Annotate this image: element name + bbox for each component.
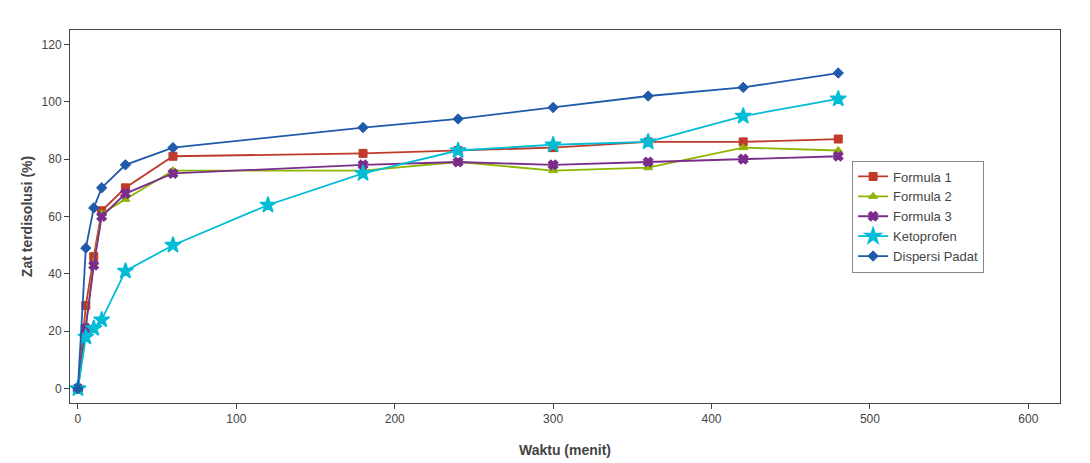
- svg-text:Formula 2: Formula 2: [893, 189, 952, 204]
- svg-text:500: 500: [860, 412, 880, 426]
- svg-text:600: 600: [1018, 412, 1038, 426]
- svg-text:100: 100: [226, 412, 246, 426]
- svg-text:120: 120: [42, 38, 62, 52]
- svg-text:300: 300: [543, 412, 563, 426]
- svg-text:200: 200: [385, 412, 405, 426]
- svg-text:Zat terdisolusi (%): Zat terdisolusi (%): [19, 156, 35, 277]
- svg-text:40: 40: [48, 267, 62, 281]
- svg-text:Waktu (menit): Waktu (menit): [519, 442, 611, 458]
- svg-text:0: 0: [55, 382, 62, 396]
- svg-text:Ketoprofen: Ketoprofen: [893, 229, 957, 244]
- svg-text:400: 400: [702, 412, 722, 426]
- svg-text:80: 80: [48, 152, 62, 166]
- svg-text:Dispersi Padat: Dispersi Padat: [893, 249, 978, 264]
- svg-text:0: 0: [75, 412, 82, 426]
- svg-text:60: 60: [48, 210, 62, 224]
- svg-text:100: 100: [42, 95, 62, 109]
- svg-text:Formula 1: Formula 1: [893, 170, 952, 185]
- svg-text:20: 20: [48, 324, 62, 338]
- svg-text:Formula 3: Formula 3: [893, 209, 952, 224]
